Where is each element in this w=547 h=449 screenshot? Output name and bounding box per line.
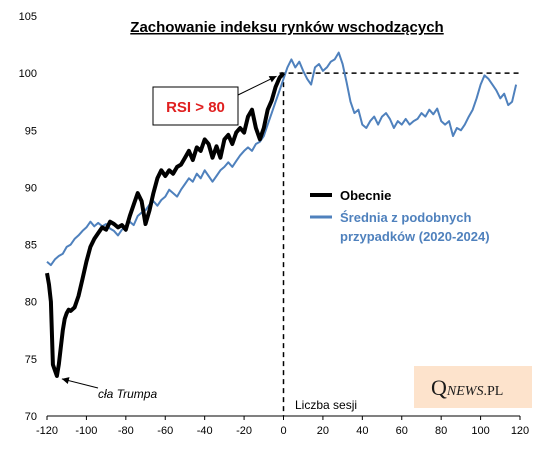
trump-annotation-label: cła Trumpa [98,387,157,401]
x-tick-label: -100 [75,425,97,437]
rsi-annotation-arrowhead [268,76,277,83]
legend-label-current: Obecnie [340,188,391,203]
y-axis-ticks: 70 75 80 85 90 95 100 105 [19,11,37,423]
x-tick-label: -120 [36,425,58,437]
legend-label-average-line1: Średnia z podobnych [340,210,472,225]
x-tick-label: 0 [280,425,286,437]
x-axis-label: Liczba sesji [295,398,357,412]
x-tick-label: -40 [197,425,213,437]
y-tick-label: 80 [25,297,37,309]
x-tick-label: 60 [396,425,408,437]
x-tick-label: 40 [356,425,368,437]
x-tick-label: -80 [118,425,134,437]
y-tick-label: 70 [25,411,37,423]
y-tick-label: 100 [19,68,37,80]
y-tick-label: 95 [25,125,37,137]
x-tick-label: -60 [157,425,173,437]
y-tick-label: 105 [19,11,37,23]
y-tick-label: 85 [25,240,37,252]
rsi-annotation-arrow [237,75,277,96]
series-line-current [45,71,286,378]
trump-annotation-arrowhead [61,377,70,384]
x-tick-label: 100 [471,425,489,437]
x-tick-label: -20 [236,425,252,437]
rsi-annotation-box [152,86,239,126]
logo-background [414,366,532,408]
x-tick-label: 120 [511,425,529,437]
chart-title: Zachowanie indeksu rynków wschodzących [130,19,443,36]
legend-label-average-line2: przypadków (2020-2024) [340,229,490,244]
y-tick-label: 90 [25,182,37,194]
y-tick-label: 75 [25,354,37,366]
rsi-annotation-label: RSI > 80 [166,99,225,116]
x-tick-label: 20 [317,425,329,437]
x-tick-label: 80 [435,425,447,437]
x-axis-ticks: -120 -100 -80 -60 -40 -20 0 20 40 60 80 100 120 [36,416,529,437]
qnews-logo: QNEWS.PL [431,375,503,400]
